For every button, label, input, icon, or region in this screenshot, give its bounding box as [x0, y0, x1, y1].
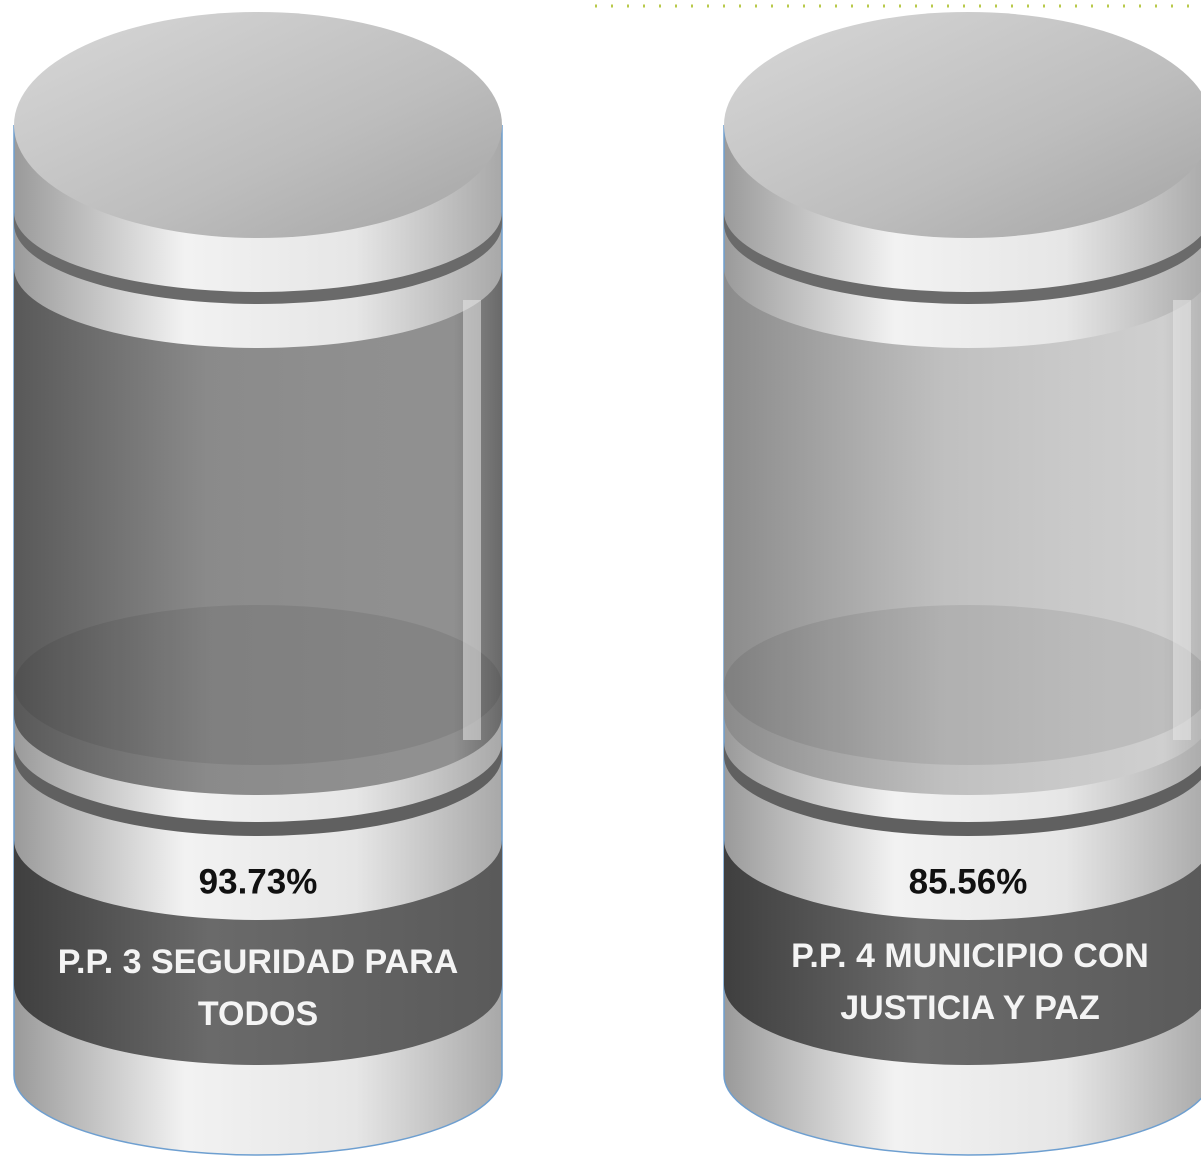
cylinder: 85.56% P.P. 4 MUNICIPIO CON JUSTICIA Y PAZ	[724, 12, 1201, 1155]
glass-floor	[14, 605, 502, 765]
cap	[724, 12, 1201, 238]
cylinders: 93.73% P.P. 3 SEGURIDAD PARA TODOS 85.56% P.…	[14, 12, 1201, 1155]
percentage: 93.73%	[199, 862, 318, 901]
cap	[14, 12, 502, 238]
percentage: 85.56%	[909, 862, 1028, 901]
glass-highlight	[463, 300, 481, 740]
program-label: P.P. 4 MUNICIPIO CON	[791, 937, 1149, 975]
glass-highlight	[1173, 300, 1191, 740]
page: {"items": [ {"percentage": "93.73%", "la…	[0, 0, 1201, 1156]
program-label: TODOS	[198, 995, 318, 1033]
program-label: P.P. 3 SEGURIDAD PARA	[58, 943, 459, 981]
cylinder: 93.73% P.P. 3 SEGURIDAD PARA TODOS	[14, 12, 502, 1155]
program-label: JUSTICIA Y PAZ	[840, 989, 1099, 1027]
glass-floor	[724, 605, 1201, 765]
infographic: 93.73% P.P. 3 SEGURIDAD PARA TODOS 85.56% P.…	[0, 0, 1201, 1156]
